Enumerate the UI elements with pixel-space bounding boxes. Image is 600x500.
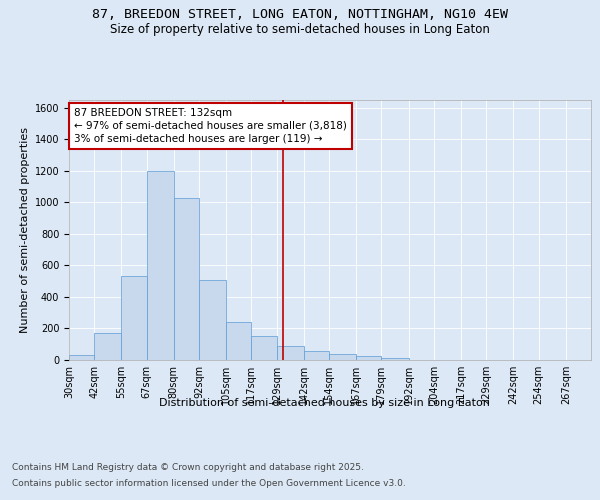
Text: 87 BREEDON STREET: 132sqm
← 97% of semi-detached houses are smaller (3,818)
3% o: 87 BREEDON STREET: 132sqm ← 97% of semi-… (74, 108, 347, 144)
Text: Contains HM Land Registry data © Crown copyright and database right 2025.: Contains HM Land Registry data © Crown c… (12, 464, 364, 472)
Text: Contains public sector information licensed under the Open Government Licence v3: Contains public sector information licen… (12, 478, 406, 488)
Bar (199, 280, 226, 360)
Bar (329, 354, 356, 360)
Bar (69, 356, 94, 360)
Bar (226, 322, 251, 360)
Bar (121, 276, 146, 360)
Text: 87, BREEDON STREET, LONG EATON, NOTTINGHAM, NG10 4EW: 87, BREEDON STREET, LONG EATON, NOTTINGH… (92, 8, 508, 20)
Bar (94, 333, 121, 360)
Bar (277, 346, 304, 360)
Bar (146, 171, 174, 360)
Bar (174, 198, 199, 360)
Bar (356, 356, 382, 360)
Bar (304, 352, 329, 360)
Bar (382, 358, 409, 360)
Bar (251, 336, 277, 360)
Y-axis label: Number of semi-detached properties: Number of semi-detached properties (20, 127, 31, 333)
Text: Distribution of semi-detached houses by size in Long Eaton: Distribution of semi-detached houses by … (158, 398, 490, 407)
Text: Size of property relative to semi-detached houses in Long Eaton: Size of property relative to semi-detach… (110, 22, 490, 36)
